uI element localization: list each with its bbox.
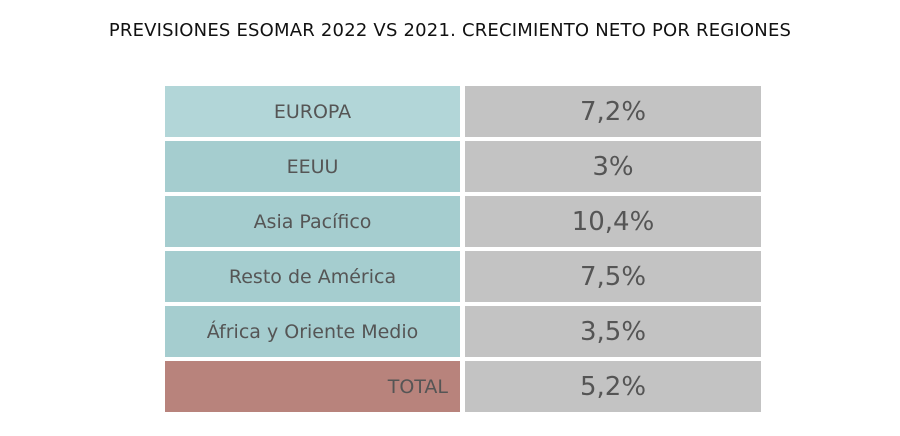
region-label: EUROPA bbox=[165, 86, 460, 137]
growth-value: 5,2% bbox=[465, 361, 761, 412]
growth-value: 3% bbox=[465, 141, 761, 192]
region-label: África y Oriente Medio bbox=[165, 306, 460, 357]
growth-value: 7,5% bbox=[465, 251, 761, 302]
table-row: Resto de América 7,5% bbox=[165, 251, 761, 302]
region-label: EEUU bbox=[165, 141, 460, 192]
growth-value: 10,4% bbox=[465, 196, 761, 247]
table-row: EUROPA 7,2% bbox=[165, 86, 761, 137]
region-label: Resto de América bbox=[165, 251, 460, 302]
growth-value: 7,2% bbox=[465, 86, 761, 137]
table-row: África y Oriente Medio 3,5% bbox=[165, 306, 761, 357]
table-row-total: TOTAL 5,2% bbox=[165, 361, 761, 412]
region-label: TOTAL bbox=[165, 361, 460, 412]
table-row: Asia Pacífico 10,4% bbox=[165, 196, 761, 247]
growth-value: 3,5% bbox=[465, 306, 761, 357]
chart-title: PREVISIONES ESOMAR 2022 VS 2021. CRECIMI… bbox=[108, 20, 792, 41]
region-label: Asia Pacífico bbox=[165, 196, 460, 247]
growth-table: EUROPA 7,2% EEUU 3% Asia Pacífico 10,4% Resto … bbox=[165, 86, 761, 416]
table-row: EEUU 3% bbox=[165, 141, 761, 192]
